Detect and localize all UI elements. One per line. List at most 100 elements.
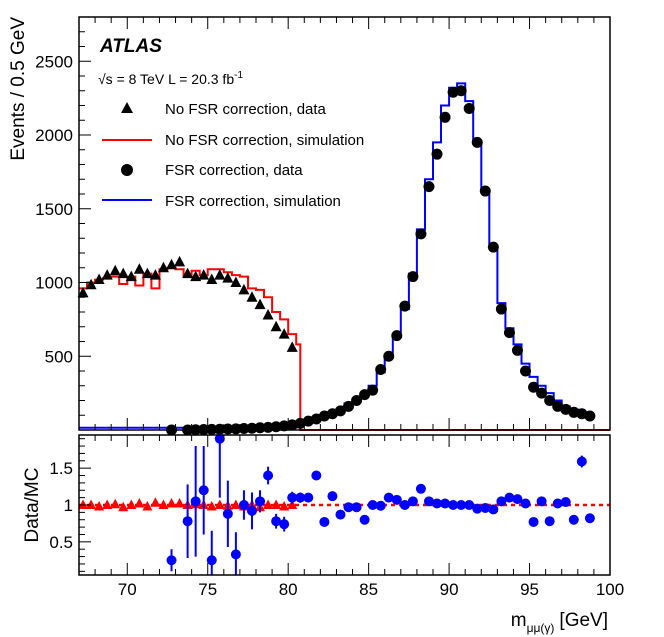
fsr-data-point [479, 185, 491, 197]
fsr-data-point [511, 344, 523, 356]
ratio-nofsr-point [142, 500, 153, 511]
fsr-data-point [391, 330, 403, 342]
ratio-fsr-point [246, 505, 257, 516]
main-y-tick-label: 1500 [35, 200, 73, 219]
ratio-nofsr-point [102, 499, 113, 509]
legend-marker-circle [121, 164, 133, 176]
ratio-fsr-point [206, 555, 217, 566]
x-axis-label-main: m [511, 610, 527, 631]
main-y-tick-label: 2000 [35, 126, 73, 145]
fsr-data-point [431, 148, 443, 160]
ratio-fsr-point [271, 516, 282, 527]
ratio-nofsr-point [174, 498, 185, 508]
ratio-nofsr-point [263, 499, 274, 509]
energy-label: √s = 8 TeV L = 20.3 fb-1 [98, 70, 243, 87]
main-plot-area [77, 82, 610, 436]
nofsr-data-point [190, 270, 202, 282]
ratio-y-tick-label: 0.5 [49, 533, 73, 552]
ratio-nofsr-point [230, 499, 241, 509]
ratio-fsr-point [432, 498, 443, 509]
nofsr-data-point [174, 255, 186, 267]
ratio-fsr-point [448, 500, 459, 510]
fsr-data-point [246, 422, 258, 434]
ratio-fsr-point [415, 483, 426, 494]
ratio-y-tick-label: 1 [64, 496, 73, 515]
legend-label-fsr-sim: FSR correction, simulation [165, 193, 341, 210]
nofsr-data-point [230, 276, 242, 287]
nofsr-data-point [246, 291, 258, 302]
ratio-fsr-point [456, 500, 467, 510]
fsr-data-point [503, 327, 515, 339]
fsr-data-point [383, 350, 395, 362]
ratio-nofsr-point [271, 499, 282, 509]
nofsr-data-point [77, 286, 89, 298]
nofsr-data-point [270, 320, 282, 332]
nofsr-data-point [93, 273, 105, 285]
nofsr-data-point [109, 264, 121, 276]
fsr-data-point [544, 395, 556, 406]
ratio-fsr-point [238, 500, 249, 510]
ratio-fsr-point [552, 498, 563, 509]
ratio-nofsr-point [158, 499, 169, 509]
fsr-data-point [471, 136, 483, 148]
ratio-y-axis-label: Data/MC [22, 468, 43, 543]
ratio-fsr-point [536, 496, 547, 507]
ratio-fsr-point [198, 485, 209, 496]
ratio-fsr-point [407, 496, 418, 507]
fsr-data-point [463, 102, 475, 114]
ratio-nofsr-point [94, 500, 105, 511]
ratio-fsr-point [423, 496, 434, 507]
ratio-fsr-point [480, 502, 491, 513]
x-tick-label: 80 [279, 580, 298, 599]
nofsr-data-point [141, 267, 153, 279]
ratio-nofsr-point [110, 498, 121, 509]
fsr-data-point [278, 420, 290, 432]
x-tick-label: 100 [596, 580, 624, 599]
nofsr-data-point [286, 341, 298, 352]
fsr-data-point [415, 228, 427, 240]
ratio-fsr-point [520, 498, 531, 509]
x-tick-label: 90 [440, 580, 459, 599]
nofsr-data-point [262, 308, 274, 320]
ratio-fsr-point [279, 519, 290, 530]
nofsr-data-point [198, 269, 210, 280]
nofsr-data-point [214, 269, 226, 280]
x-axis-label-unit: [GeV] [559, 610, 608, 631]
ratio-nofsr-point [126, 499, 137, 509]
ratio-nofsr-point [279, 500, 290, 511]
ratio-fsr-point [222, 508, 233, 519]
main-y-ticks: 500 1000 1500 2000 2500 [35, 31, 91, 416]
x-axis-label-subscript: μμ(γ) [527, 621, 555, 635]
ratio-plot-area [78, 433, 610, 575]
ratio-fsr-point [327, 491, 338, 502]
legend: No FSR correction, data No FSR correctio… [102, 101, 364, 210]
x-tick-label: 95 [520, 580, 539, 599]
nofsr-data-point [133, 263, 145, 274]
nofsr-data-point [117, 267, 129, 279]
x-tick-label: 75 [198, 580, 217, 599]
ratio-fsr-point [311, 470, 322, 481]
fsr-data-point [359, 389, 371, 401]
main-y-tick-label: 2500 [35, 52, 73, 71]
ratio-fsr-point [504, 492, 515, 503]
ratio-fsr-point [335, 509, 346, 520]
fsr-data-point [439, 111, 451, 123]
fsr-data-point [375, 364, 387, 376]
ratio-panel: 0.5 1 1.5 70 75 80 85 90 95 100 Data/MC mμμ(γ) [G… [22, 433, 624, 635]
ratio-y-ticks: 0.5 1 1.5 [49, 438, 91, 572]
nofsr-data-point [85, 278, 97, 290]
nofsr-data-point [238, 283, 250, 295]
ratio-nofsr-point [214, 499, 225, 509]
legend-label-nofsr-data: No FSR correction, data [165, 101, 327, 118]
ratio-nofsr-point [150, 497, 161, 507]
legend-label-fsr-data: FSR correction, data [165, 162, 303, 179]
fsr-data-point [222, 423, 234, 435]
ratio-fsr-point [359, 514, 370, 525]
nofsr-data-point [206, 273, 218, 285]
nofsr-data-point [182, 267, 194, 279]
ratio-nofsr-point [166, 498, 177, 508]
ratio-fsr-point [255, 496, 266, 507]
fsr-data-point [528, 381, 540, 393]
ratio-fsr-point [367, 500, 378, 510]
